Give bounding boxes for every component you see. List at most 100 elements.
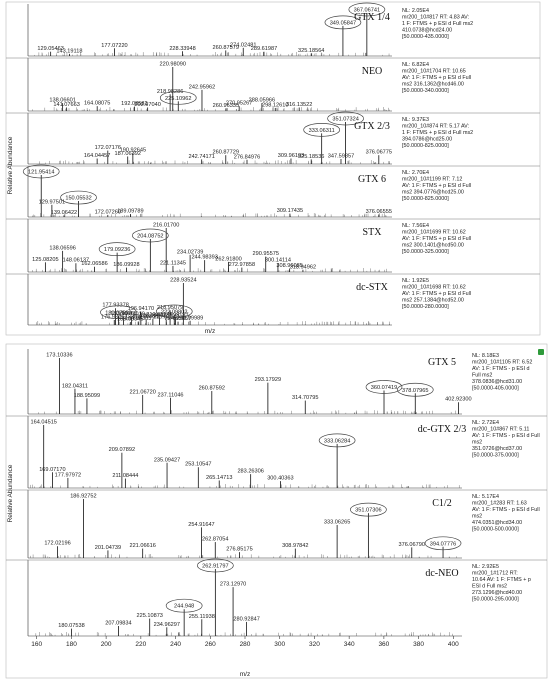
panel-info-line: [50.0000-500.0000] — [472, 527, 519, 533]
peak-label: 274.02481 — [230, 42, 256, 48]
spectrum-panel: 121.95414 129.97501 139.06422 150.05532 172.… — [6, 164, 540, 218]
peak-label: 172.07260 — [95, 209, 121, 215]
panel-info-line: mr200_1#283 RT: 1.63 — [472, 501, 527, 507]
peak-label: 222.09802 — [161, 309, 187, 315]
panel-info-line: NL: 5.17E4 — [472, 494, 499, 500]
peak-label: 289.61987 — [251, 46, 277, 52]
peak-label: 260.96335 — [213, 103, 239, 109]
peak-label: 169.07170 — [39, 467, 65, 473]
peak-label: 376.06775 — [366, 150, 392, 156]
peak-highlight-ellipse — [318, 433, 356, 448]
peak-label: 300.40363 — [267, 476, 293, 482]
panel-info-line: ms2 316.1362@hcd46.00 — [402, 82, 464, 88]
peak-label: 333.06265 — [324, 519, 350, 525]
panel-info-line: NL: 9.37E3 — [402, 117, 429, 123]
spectrum-panel: 180.07538 207.09834 225.10873 234.96297 244.… — [6, 558, 547, 637]
panel-info-line: ms2 257.1384@hcd52.00 — [402, 298, 464, 304]
peak-label: 308.97842 — [282, 543, 308, 549]
panel-info-line: 394.0786@hcd25.00 — [402, 137, 452, 143]
peak-label: 254.91647 — [188, 522, 214, 528]
peak-label: 378.07965 — [402, 388, 428, 394]
panel-info-line: ms2 — [472, 440, 482, 446]
panel-info-line: AV: 1 F: FTMS + p ESI d Full — [402, 291, 471, 297]
panel-info-line: mr200_10#874 RT: 5.17 AV: — [402, 124, 469, 130]
peak-label: 308.96085 — [276, 263, 302, 269]
panel-info-line: 474.0351@hcd34.00 — [472, 520, 522, 526]
peak-label: 141.07663 — [53, 102, 79, 108]
peak-label: 262.91800 — [215, 256, 241, 262]
panel-title: dc-GTX 2/3 — [418, 424, 467, 435]
x-tick-label: 380 — [413, 641, 424, 648]
peak-label: 150.05532 — [65, 196, 91, 202]
peak-label: 180.07538 — [58, 623, 84, 629]
panel-info-line: ms2 — [472, 514, 482, 520]
x-axis-label: m/z — [205, 328, 215, 335]
panel-info-line: 1 F: FTMS + p ESI d Full ms2 — [402, 21, 473, 27]
peak-highlight-ellipse — [324, 15, 362, 30]
peak-label: 121.95414 — [28, 170, 54, 176]
peak-label: 265.14713 — [206, 475, 232, 481]
peak-label: 283.26306 — [237, 469, 263, 475]
peak-label: 402.92300 — [445, 397, 471, 403]
panel-info-line: 10.64 AV: 1 F: FTMS + p — [472, 577, 531, 583]
peak-label: 376.06790 — [399, 542, 425, 548]
peak-highlight-ellipse — [155, 304, 193, 319]
figure-frame — [5, 1, 541, 336]
panel-title: GTX 6 — [358, 174, 386, 185]
peak-label: 228.33948 — [169, 46, 195, 52]
peak-label: 300.14114 — [265, 258, 291, 264]
peak-label: 188.95099 — [74, 393, 100, 399]
x-tick-label: 160 — [31, 641, 42, 648]
peak-highlight-ellipse — [396, 382, 434, 397]
peak-label: 172.02196 — [44, 541, 70, 547]
panel-info-line: NL: 8.18E3 — [472, 353, 499, 359]
peak-highlight-ellipse — [22, 164, 60, 179]
peak-label: 234.96297 — [154, 622, 180, 628]
panel-info-line: 273.1296@hcd40.00 — [472, 590, 522, 596]
peak-label: 129.05463 — [37, 46, 63, 52]
peak-label: 162.06586 — [81, 261, 107, 267]
panel-title: GTX 2/3 — [354, 121, 390, 132]
panel-info-line: [50.0000-825.0000] — [402, 196, 449, 202]
peak-label: 276.84976 — [234, 154, 260, 160]
peak-label: 293.17929 — [255, 377, 281, 383]
peak-label: 318.94962 — [290, 264, 316, 270]
peak-highlight-ellipse — [131, 228, 169, 243]
peak-label: 177.07220 — [101, 43, 127, 49]
peak-highlight-ellipse — [303, 122, 341, 137]
peak-label: 255.11938 — [189, 614, 215, 620]
peak-label: 349.05847 — [330, 20, 356, 26]
x-tick-label: 200 — [101, 641, 112, 648]
panel-info-line: [50.0000-325.0000] — [402, 249, 449, 255]
panel-info-line: ESI d Full ms2 — [472, 584, 507, 590]
panel-info-line: 410.0738@hcd24.00 — [402, 28, 452, 34]
x-tick-label: 300 — [274, 641, 285, 648]
peak-highlight-ellipse — [100, 305, 137, 320]
figure-frame — [5, 343, 548, 679]
panel-info-line: mr200_10#1704 RT: 10.65 — [402, 69, 466, 75]
peak-label: 129.97501 — [39, 199, 65, 205]
y-axis-label: Relative Abundance — [7, 464, 14, 522]
peak-label: 218.95079 — [157, 305, 183, 311]
peak-label: 189.09789 — [117, 209, 143, 215]
peak-label: 333.06311 — [309, 128, 335, 134]
peak-label: 139.06422 — [51, 210, 77, 216]
x-tick-label: 260 — [205, 641, 216, 648]
peak-label: 201.04739 — [95, 545, 121, 551]
peak-label: 325.18536 — [298, 154, 324, 160]
peak-label: 233.99989 — [177, 315, 203, 321]
peak-label: 222.98187 — [162, 312, 188, 318]
peak-label: 221.06616 — [129, 543, 155, 549]
x-tick-label: 180 — [66, 641, 77, 648]
x-tick-label: 400 — [448, 641, 459, 648]
peak-label: 206.00447 — [140, 313, 166, 319]
x-tick-label: 220 — [135, 641, 146, 648]
x-axis-label: m/z — [240, 671, 250, 678]
peak-label: 347.59857 — [328, 153, 354, 159]
peak-label: 220.98090 — [160, 62, 186, 68]
peak-label: 176.93257 — [101, 314, 127, 320]
